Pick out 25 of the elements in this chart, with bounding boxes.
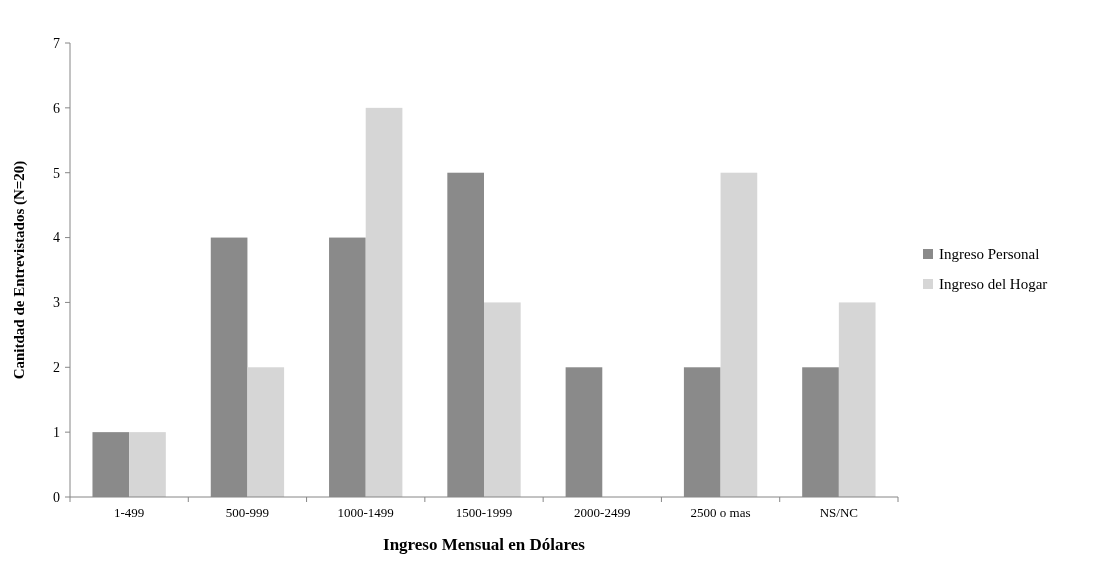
x-tick-label: 2000-2499 xyxy=(574,505,631,520)
x-tick-label: 1500-1999 xyxy=(455,505,513,520)
y-tick-label: 4 xyxy=(53,230,60,246)
bar xyxy=(247,367,285,497)
bar xyxy=(129,432,166,497)
y-tick-label: 6 xyxy=(53,100,60,116)
bar xyxy=(838,302,876,497)
y-tick-label: 7 xyxy=(53,35,60,51)
x-tick-label: 1000-1499 xyxy=(337,505,394,520)
y-tick-label: 0 xyxy=(53,489,60,505)
x-tick-label: 500-999 xyxy=(225,505,270,520)
bar xyxy=(720,172,758,497)
y-tick-label: 1 xyxy=(53,425,60,441)
y-axis-title: Canitdad de Entrevistados (N=20) xyxy=(11,160,28,380)
x-tick-label: 1-499 xyxy=(113,505,145,520)
x-axis-title: Ingreso Mensual en Dólares xyxy=(383,535,586,554)
legend-label: Ingreso Personal xyxy=(939,246,1040,263)
bar xyxy=(365,107,403,497)
x-tick-label: 2500 o mas xyxy=(690,505,751,520)
y-tick-label: 3 xyxy=(53,295,60,311)
bar xyxy=(484,302,521,497)
legend-label: Ingreso del Hogar xyxy=(939,276,1048,293)
y-tick-label: 2 xyxy=(53,360,60,376)
y-tick-label: 5 xyxy=(53,165,60,181)
x-tick-label: NS/NC xyxy=(819,505,859,520)
